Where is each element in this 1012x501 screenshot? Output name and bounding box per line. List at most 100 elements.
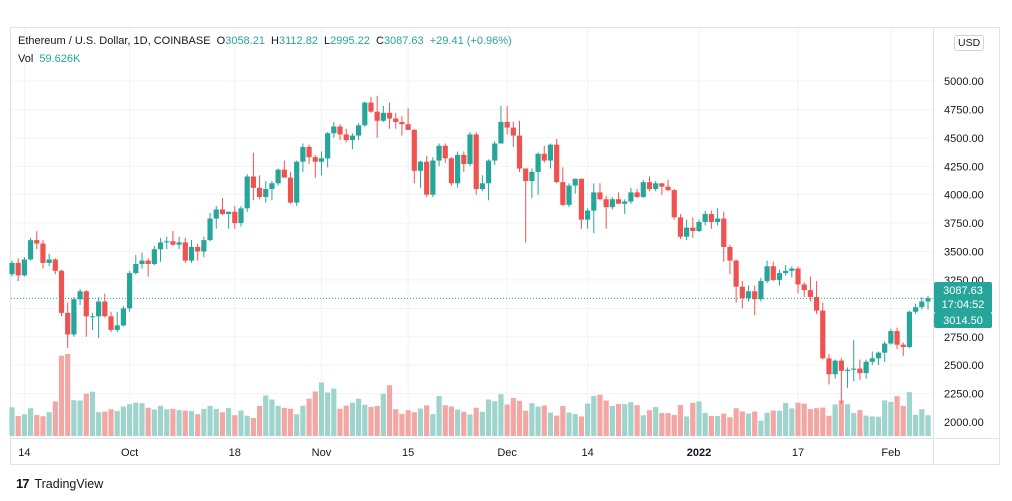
candle-body — [535, 153, 541, 172]
volume-bar — [894, 396, 900, 436]
candle-body — [783, 270, 789, 274]
candle-body — [653, 183, 659, 189]
volume-bar — [900, 405, 906, 436]
candle-body — [108, 316, 114, 330]
volume-bar — [653, 407, 659, 436]
volume-bar — [554, 415, 560, 436]
symbol-title: Ethereum / U.S. Dollar, 1D, COINBASE — [18, 35, 211, 47]
volume-bar — [783, 403, 789, 436]
y-tick-label: 2250.00 — [944, 389, 984, 401]
currency-button[interactable]: USD — [954, 35, 985, 51]
y-tick-label: 2500.00 — [944, 360, 984, 372]
volume-bar — [182, 410, 188, 436]
volume-bar — [510, 398, 516, 436]
candle-body — [609, 199, 615, 208]
candle-body — [498, 121, 504, 144]
volume-bar — [708, 415, 714, 436]
candle-body — [52, 259, 58, 271]
candle-body — [801, 284, 807, 291]
candle-body — [813, 296, 820, 311]
candle-body — [851, 368, 857, 370]
candle-body — [15, 262, 21, 276]
volume-bar — [380, 393, 386, 436]
volume-bar — [628, 402, 634, 436]
volume-label: Vol — [18, 53, 34, 65]
volume-bar — [745, 413, 752, 436]
open-value: 3058.21 — [225, 35, 265, 47]
volume-bar — [504, 404, 510, 436]
candle-body — [671, 190, 677, 218]
candle-body — [554, 144, 560, 183]
y-tick-label: 4750.00 — [944, 104, 984, 116]
volume-bar — [758, 420, 764, 436]
volume-bar — [325, 392, 331, 436]
candle-body — [21, 259, 27, 276]
volume-bar — [318, 382, 325, 436]
candle-body — [27, 240, 34, 260]
volume-bar — [343, 405, 349, 436]
volume-bar — [362, 404, 368, 436]
candle-body — [541, 153, 547, 161]
volume-bar — [157, 405, 164, 436]
candle-body — [337, 126, 343, 135]
volume-bar — [170, 408, 176, 436]
x-tick-label: Oct — [121, 447, 138, 459]
volume-bar — [677, 405, 684, 436]
volume-bar — [714, 415, 721, 436]
volume-bar — [875, 416, 882, 436]
candle-body — [201, 240, 207, 252]
volume-bar — [733, 408, 739, 436]
candle-body — [250, 176, 256, 188]
volume-bar — [430, 414, 436, 436]
close-label: C — [375, 35, 384, 47]
tradingview-footer[interactable]: 17 TradingView — [16, 476, 103, 491]
candle-body — [795, 268, 801, 285]
candle-body — [318, 158, 325, 162]
volume-bar — [244, 415, 250, 436]
volume-bar — [696, 401, 702, 436]
candle-body — [164, 241, 170, 243]
candle-body — [96, 301, 102, 317]
candle-body — [473, 134, 479, 189]
y-tick-label: 4250.00 — [944, 161, 984, 173]
candle-body — [120, 308, 127, 326]
volume-bar — [219, 412, 226, 436]
candle-body — [838, 360, 844, 371]
candle-body — [869, 358, 875, 362]
candle-body — [615, 199, 622, 204]
candle-body — [232, 211, 238, 224]
volume-bar — [789, 408, 795, 436]
volume-bar — [659, 413, 665, 436]
low-label: L — [324, 35, 331, 47]
volume-bar — [492, 401, 498, 436]
volume-bar — [386, 385, 393, 436]
volume-bar — [906, 392, 913, 436]
candle-body — [331, 126, 337, 134]
low-value: 2995.22 — [330, 35, 370, 47]
volume-bar — [863, 415, 869, 436]
volume-bar — [535, 406, 541, 436]
y-tick-label: 2000.00 — [944, 417, 984, 429]
y-tick-label: 5000.00 — [944, 76, 984, 88]
candle-body — [386, 112, 393, 119]
volume-bar — [727, 417, 733, 436]
volume-bar — [275, 405, 281, 436]
volume-bar — [120, 406, 127, 436]
candle-body — [776, 273, 783, 280]
candle-body — [597, 192, 603, 200]
volume-bar — [65, 354, 71, 436]
candle-body — [677, 217, 684, 237]
candle-body — [603, 199, 609, 208]
volume-bar — [541, 405, 547, 436]
candlestick-chart[interactable]: 2000.002250.002500.002750.003000.003250.… — [0, 0, 1012, 470]
candle-body — [34, 240, 40, 244]
volume-bar — [529, 403, 535, 436]
x-tick-label: 14 — [581, 447, 593, 459]
volume-bar — [71, 400, 77, 436]
volume-bar — [498, 394, 504, 436]
candle-body — [145, 260, 151, 265]
candle-body — [634, 192, 640, 197]
volume-bar — [770, 410, 776, 436]
candle-body — [349, 135, 356, 141]
candle-body — [188, 246, 195, 261]
